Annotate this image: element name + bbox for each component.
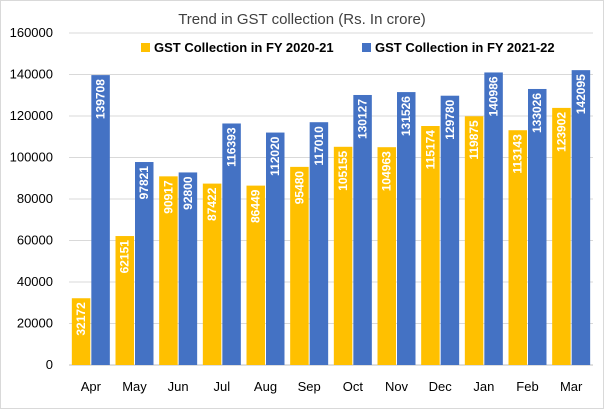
bar-fy2021-22-aug [266,132,285,365]
y-tick-label: 60000 [17,233,53,248]
bar-value-label: 92800 [181,176,195,210]
chart-title: Trend in GST collection (Rs. In crore) [178,11,426,28]
legend-label: GST Collection in FY 2021-22 [375,40,555,55]
x-tick-label: Nov [385,379,409,394]
bar-fy2021-22-may [135,162,154,365]
bar-value-label: 131526 [399,96,413,136]
bar-fy2020-21-may [115,236,134,365]
bar-fy2021-22-apr [91,75,110,366]
bar-fy2020-21-feb [508,130,527,365]
bar-value-label: 123902 [554,112,568,152]
bar-value-label: 130127 [356,99,370,139]
bar-fy2020-21-jun [159,176,178,365]
bar-value-label: 86449 [249,189,263,223]
bars [71,70,591,366]
bar-fy2021-22-dec [440,95,460,366]
y-axis-ticks: 0 20000 40000 60000 80000 100000 120000 140000 1… [10,25,53,372]
gridlines [69,32,593,366]
y-tick-label: 80000 [17,191,53,206]
y-tick-label: 140000 [10,67,53,82]
bar-value-label: 90917 [161,180,175,214]
bar-value-label: 142095 [574,74,588,114]
x-tick-label: Jun [168,379,189,394]
bar-fy2020-21-sep [290,166,309,365]
bar-fy2021-22-jan [484,72,503,366]
bar-value-label: 95480 [292,171,306,205]
y-tick-label: 120000 [10,108,53,123]
bar-value-label: 113143 [511,134,525,174]
x-tick-label: Feb [516,379,538,394]
y-tick-label: 20000 [17,316,53,331]
x-tick-label: Sep [298,379,321,394]
y-tick-label: 160000 [10,25,53,40]
legend: GST Collection in FY 2020-21 GST Collecti… [141,40,555,55]
x-tick-label: Mar [560,379,583,394]
bar-value-label: 62151 [118,240,132,274]
bar-value-label: 112020 [268,136,282,176]
bar-fy2020-21-mar [552,107,571,365]
bar-fy2020-21-jan [464,116,484,366]
bar-fy2021-22-mar [571,70,591,365]
y-tick-label: 40000 [17,274,53,289]
bar-value-label: 119875 [467,120,481,160]
x-tick-label: Dec [429,379,453,394]
bar-value-label: 115174 [423,130,437,170]
bar-fy2021-22-sep [309,122,329,365]
y-tick-label: 100000 [10,150,53,165]
bar-fy2021-22-jul [222,123,241,365]
bar-value-label: 140986 [487,76,501,116]
bar-value-label: 116393 [225,127,239,167]
bar-fy2020-21-oct [333,146,353,365]
bar-value-label: 117010 [312,126,326,166]
bar-value-label: 32172 [74,302,88,336]
bar-fy2021-22-nov [397,92,416,365]
legend-label: GST Collection in FY 2020-21 [154,40,334,55]
x-axis-ticks: Apr May Jun Jul Aug Sep Oct Nov Dec Jan Feb Mar [81,379,583,394]
bar-fy2020-21-nov [377,147,396,365]
bar-value-label: 139708 [94,79,108,119]
bar-fy2020-21-aug [246,185,265,365]
legend-swatch [362,43,371,52]
bar-fy2020-21-apr [71,298,91,365]
x-tick-label: Oct [343,379,364,394]
y-tick-label: 0 [46,357,53,372]
bar-value-label: 97821 [137,166,151,200]
x-tick-label: Jan [473,379,494,394]
data-labels: 32172 139708 62151 97821 90917 92800 87422 1163… [74,74,588,336]
x-tick-label: Jul [214,379,231,394]
bar-fy2020-21-dec [421,126,440,365]
bar-fy2021-22-jun [178,172,198,365]
bar-value-label: 87422 [205,187,219,221]
bar-fy2020-21-jul [202,183,222,365]
x-tick-label: May [122,379,147,394]
bar-fy2021-22-feb [528,88,547,366]
bar-value-label: 133026 [530,93,544,133]
bar-value-label: 105155 [336,150,350,190]
bar-value-label: 104963 [380,151,394,191]
legend-swatch [141,43,150,52]
x-tick-label: Aug [254,379,277,394]
x-tick-label: Apr [81,379,102,394]
bar-value-label: 129780 [443,99,457,139]
bar-fy2021-22-oct [353,94,372,365]
